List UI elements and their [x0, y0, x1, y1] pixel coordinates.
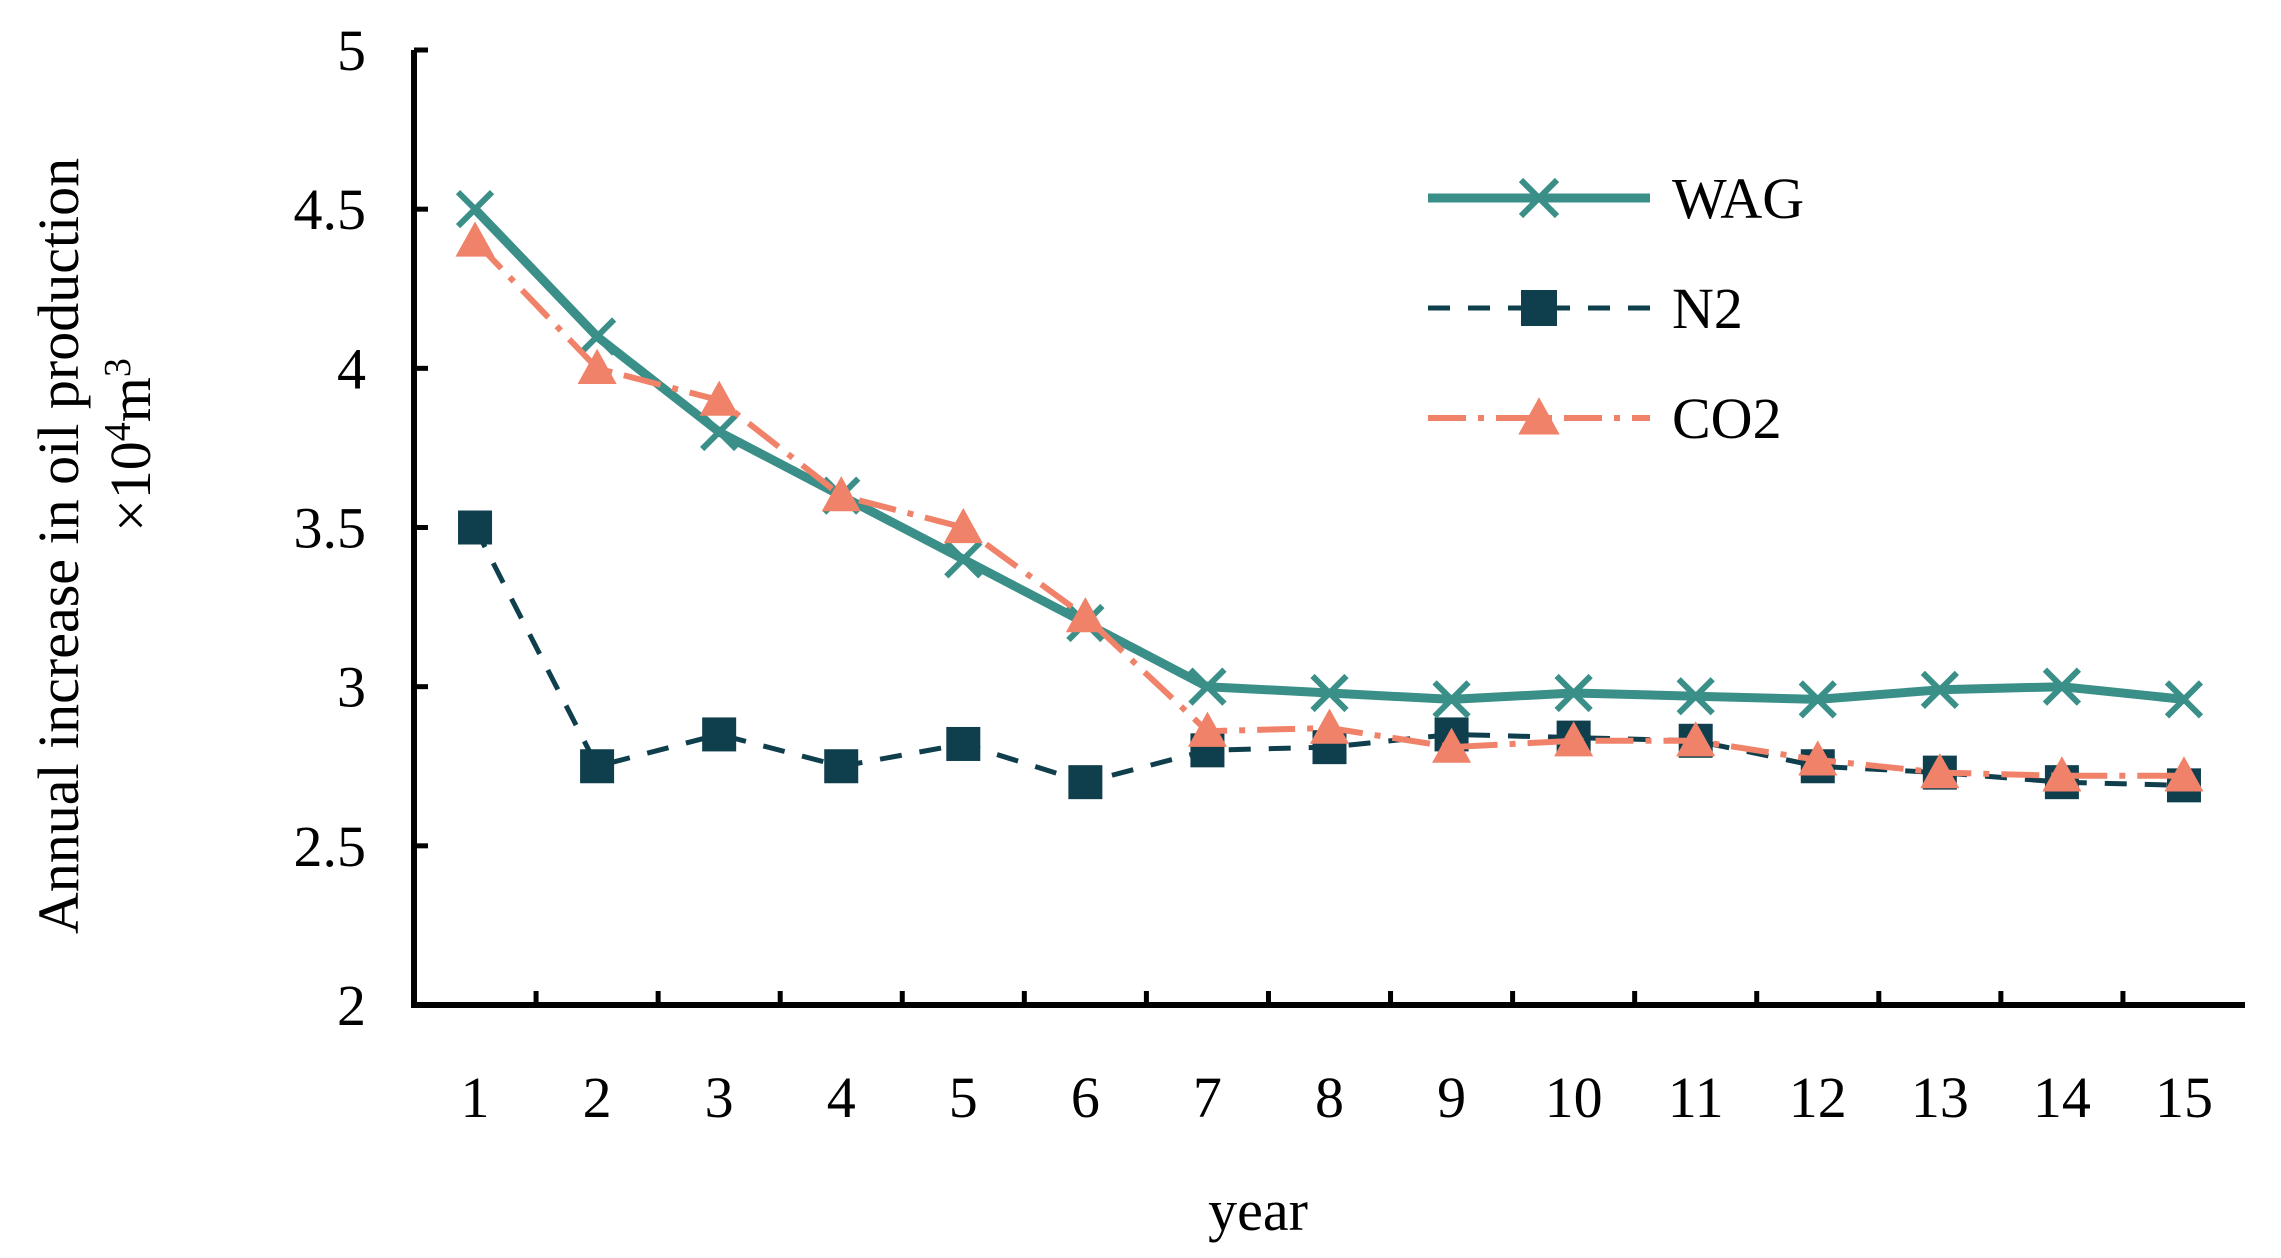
data-point-wag-stroke: [1798, 680, 1837, 719]
data-point-wag-stroke: [1310, 673, 1349, 713]
x-tick-label: 2: [583, 1065, 612, 1130]
x-tick-label: 6: [1071, 1065, 1100, 1130]
data-point-co2: [2164, 756, 2204, 792]
data-point-wag: [2042, 667, 2082, 706]
data-point-wag-stroke: [944, 540, 983, 579]
y-tick-label: 3: [337, 655, 366, 720]
data-point-n2: [580, 749, 615, 784]
x-tick-label: 12: [1789, 1065, 1847, 1130]
data-point-wag: [455, 190, 495, 229]
y-tick-label: 2.5: [294, 814, 367, 879]
x-tick-label: 15: [2155, 1065, 2213, 1130]
y-axis-title-line2: ×104m3: [97, 358, 163, 532]
series-line-wag: [471, 206, 2185, 704]
data-point-wag-stroke: [577, 317, 617, 356]
axes: 22.533.544.551 2 3 4 5 6 7 8 9 10 11 12 13 14 15: [294, 18, 2245, 1130]
x-tick-label: 7: [1193, 1065, 1222, 1130]
data-point-co2: [821, 476, 861, 512]
data-point-wag: [944, 540, 983, 579]
x-tick-label: 11: [1668, 1065, 1724, 1130]
data-point-co2: [1798, 740, 1838, 776]
y-axis-title: Annual increase in oil production ×104m3: [26, 158, 163, 934]
data-point-co2: [1920, 753, 1960, 789]
series-co2: [455, 221, 2204, 792]
legend-label: N2: [1672, 276, 1743, 341]
data-point-co2: [1432, 727, 1472, 763]
data-point-wag: [1554, 673, 1593, 713]
data-point-n2: [702, 717, 737, 752]
data-point-co2: [577, 348, 617, 384]
data-point-wag-stroke: [455, 190, 495, 229]
legend-item-co2: CO2: [1428, 386, 1782, 451]
series-layer: [455, 190, 2204, 803]
y-tick-label: 5: [337, 18, 366, 83]
data-point-wag: [1432, 680, 1471, 719]
x-tick-label: 5: [949, 1065, 978, 1130]
legend-marker-stroke: [1518, 177, 1560, 219]
data-point-wag: [2164, 680, 2204, 719]
y-axis-title-line1: Annual increase in oil production: [26, 158, 91, 934]
series-wag: [455, 190, 2204, 719]
y-tick-label: 2: [337, 973, 366, 1038]
legend-label: CO2: [1672, 386, 1782, 451]
data-point-wag: [1310, 673, 1349, 713]
data-point-wag: [1798, 680, 1837, 719]
data-point-wag-stroke: [2042, 667, 2082, 706]
x-axis-title: year: [1208, 1178, 1308, 1243]
data-point-co2: [455, 221, 495, 257]
y-tick-label: 4.5: [294, 177, 367, 242]
data-point-co2: [943, 507, 983, 544]
y-tick-label: 4: [337, 336, 366, 401]
data-point-co2: [1309, 708, 1350, 744]
legend-label: WAG: [1672, 166, 1804, 231]
data-point-co2: [1065, 597, 1105, 633]
x-tick-label: 10: [1545, 1065, 1603, 1130]
x-tick-label: 13: [1911, 1065, 1969, 1130]
data-point-co2: [1187, 711, 1227, 747]
data-point-wag: [1188, 667, 1227, 706]
data-point-n2: [1068, 765, 1103, 800]
legend: WAG N2 CO2: [1428, 166, 1804, 451]
data-point-co2: [699, 380, 739, 416]
y-tick-label: 3.5: [294, 496, 367, 561]
x-tick-label: 4: [827, 1065, 856, 1130]
data-point-n2: [458, 510, 493, 545]
data-point-wag-stroke: [1432, 680, 1471, 719]
x-tick-label: 1: [461, 1065, 490, 1130]
data-point-n2: [946, 726, 981, 761]
legend-marker: [1518, 397, 1560, 435]
x-tick-label: 9: [1437, 1065, 1466, 1130]
data-point-wag-stroke: [2164, 680, 2204, 719]
data-point-wag: [700, 412, 739, 452]
data-point-n2: [824, 749, 859, 784]
data-point-wag-stroke: [1920, 670, 1959, 709]
data-point-wag-stroke: [1676, 677, 1715, 716]
data-point-wag: [1676, 677, 1715, 716]
data-point-wag-stroke: [1188, 667, 1227, 706]
data-point-co2: [2042, 756, 2082, 792]
legend-marker: [1521, 290, 1557, 326]
data-point-wag: [577, 317, 617, 356]
x-tick-label: 3: [705, 1065, 734, 1130]
legend-item-wag: WAG: [1428, 166, 1804, 231]
x-tick-label: 14: [2033, 1065, 2091, 1130]
data-point-co2: [1676, 721, 1716, 757]
data-point-wag-stroke: [700, 412, 739, 452]
data-point-co2: [1554, 721, 1594, 757]
legend-item-n2: N2: [1428, 276, 1743, 341]
x-tick-label: 8: [1315, 1065, 1344, 1130]
data-point-wag: [1920, 670, 1959, 709]
legend-marker: [1518, 177, 1560, 219]
data-point-wag-stroke: [1554, 673, 1593, 713]
